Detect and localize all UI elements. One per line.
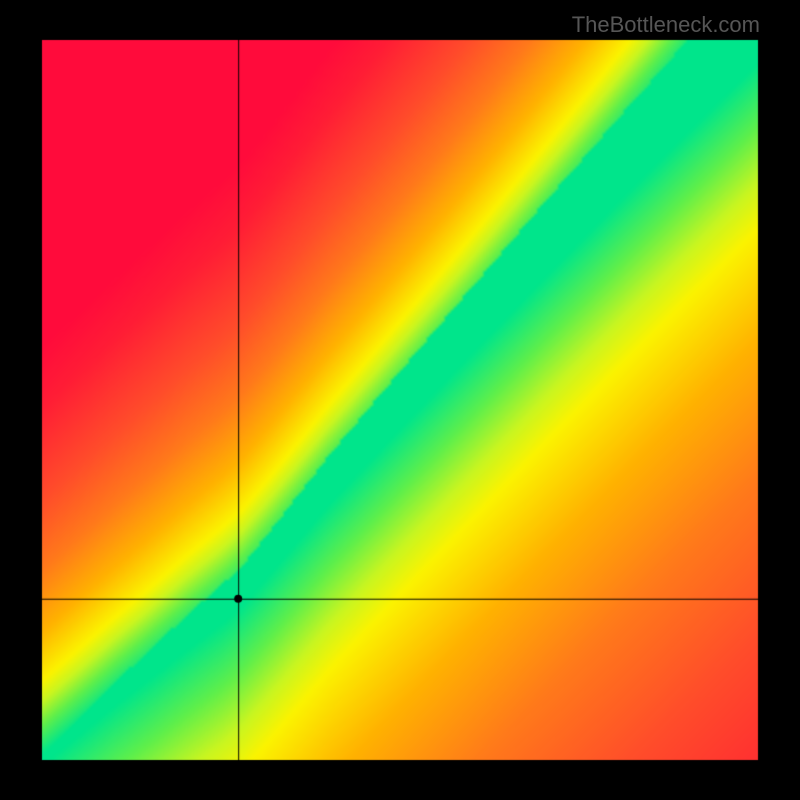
bottleneck-heatmap [0,0,800,800]
chart-container: TheBottleneck.com [0,0,800,800]
watermark-text: TheBottleneck.com [572,12,760,38]
